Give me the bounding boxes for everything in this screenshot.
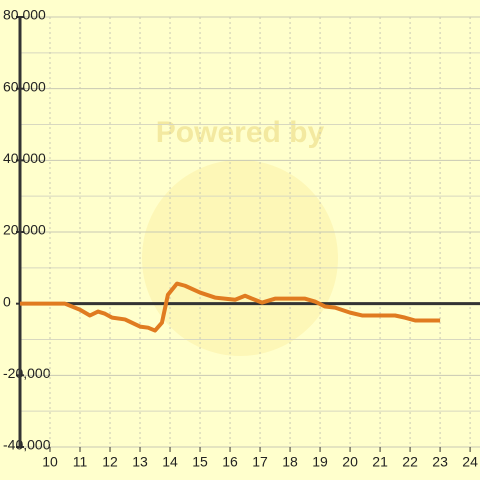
y-tick-label: 0 (3, 293, 11, 309)
x-tick-label: 19 (312, 454, 328, 470)
y-tick-label: -40,000 (3, 437, 51, 453)
y-tick-label: -20,000 (3, 365, 51, 381)
x-tick-label: 10 (42, 454, 58, 470)
x-tick-label: 12 (102, 454, 118, 470)
x-tick-label: 16 (222, 454, 238, 470)
y-tick-label: 40,000 (3, 150, 46, 166)
data-line (20, 281, 441, 333)
y-tick-label: 60,000 (3, 78, 46, 94)
x-tick-label: 22 (402, 454, 418, 470)
x-tick-label: 23 (432, 454, 448, 470)
x-tick-label: 13 (132, 454, 148, 470)
x-tick-label: 24 (462, 454, 478, 470)
y-tick-label: 20,000 (3, 222, 46, 238)
x-tick-label: 20 (342, 454, 358, 470)
watermark-logo (142, 160, 338, 356)
x-tick-label: 18 (282, 454, 298, 470)
x-tick-label: 17 (252, 454, 268, 470)
x-tick-label: 11 (73, 454, 88, 470)
y-tick-label: 80,000 (3, 7, 46, 23)
x-tick-label: 21 (372, 454, 388, 470)
x-tick-label: 15 (192, 454, 208, 470)
x-tick-label: 14 (162, 454, 178, 470)
watermark: Powered by (156, 116, 325, 149)
